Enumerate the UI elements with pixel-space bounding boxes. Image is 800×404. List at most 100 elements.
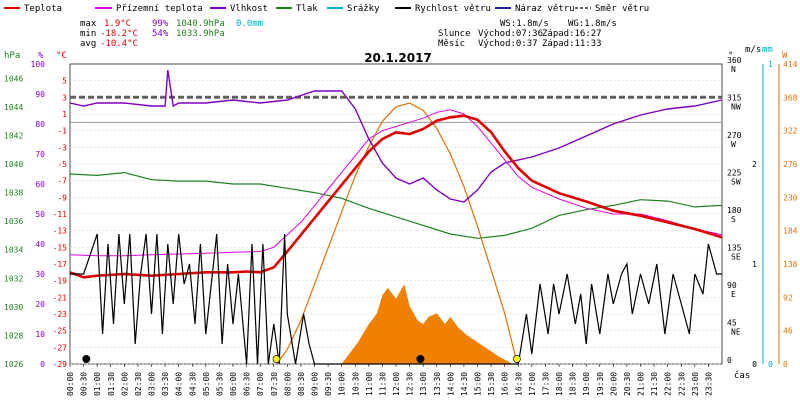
stat-max-label: max [80, 19, 97, 29]
series-pressure [69, 171, 723, 239]
tick-dir-6: E [731, 290, 736, 299]
legend-wind-dir: Směr větru [595, 4, 649, 14]
x-tick-42: 21:00 [637, 372, 646, 396]
unit-pct: % [38, 51, 44, 61]
x-tick-46: 23:00 [691, 372, 700, 396]
tick-degc-4: -3 [57, 143, 67, 152]
tick-w-6: 138 [783, 260, 798, 269]
x-tick-14: 07:00 [256, 372, 265, 396]
x-tick-36: 18:00 [555, 372, 564, 396]
tick-dir-1: NW [731, 103, 741, 112]
axes-layer: 1046104410421040103810361034103210301028… [4, 56, 798, 369]
x-tick-45: 22:30 [677, 372, 686, 396]
stat-min-press: 1033.9hPa [176, 29, 225, 39]
series-solar-radiation [276, 102, 519, 365]
tick-pct-9: 10 [35, 330, 45, 339]
x-axis-label: čas [734, 370, 750, 381]
stat-max-hum: 99% [152, 19, 169, 29]
series-temperature [69, 114, 723, 279]
tick-hpa-0: 1046 [4, 74, 23, 83]
tick-degc-10: -15 [53, 243, 68, 252]
x-tick-34: 17:00 [528, 372, 537, 396]
tick-degc-6: -7 [57, 177, 67, 186]
x-tick-27: 13:30 [433, 372, 442, 396]
moonset-marker [416, 355, 425, 363]
tick-w-8: 46 [783, 327, 793, 336]
tick-hpa-9: 1028 [4, 331, 23, 340]
tick-hpa-7: 1032 [4, 274, 23, 283]
stat-min-temp: -18.2°C [100, 29, 138, 39]
stat-min-label: min [80, 29, 96, 39]
tick-hpa-4: 1038 [4, 189, 23, 198]
tick-ms-0: 2 [752, 160, 757, 169]
moon-label: Měsíc [438, 39, 465, 49]
x-tick-16: 08:00 [283, 372, 292, 396]
tick-degc-2: 1 [62, 110, 67, 119]
tick-hpa-1: 1044 [4, 103, 23, 112]
series-wind-speed [70, 233, 722, 365]
x-tick-20: 10:00 [338, 372, 347, 396]
tick-hpa-3: 1040 [4, 160, 23, 169]
unit-mm: mm [762, 45, 773, 55]
unit-hpa: hPa [4, 51, 20, 61]
tick-pct-1: 90 [35, 90, 45, 99]
x-tick-26: 13:00 [419, 372, 428, 396]
tick-deg-2: 270 [727, 131, 742, 140]
wg-value: WG:1.8m/s [568, 19, 617, 29]
tick-hpa-2: 1042 [4, 131, 23, 140]
tick-deg-6: 90 [727, 281, 737, 290]
x-tick-23: 11:30 [378, 372, 387, 396]
x-tick-8: 04:00 [175, 372, 184, 396]
unit-w: W [782, 51, 788, 61]
series-humidity [69, 69, 723, 203]
tick-dir-5: SE [731, 253, 741, 262]
tick-w-3: 276 [783, 160, 798, 169]
x-tick-28: 14:00 [446, 372, 455, 396]
series-ground-temperature [69, 109, 723, 257]
tick-degc-16: -27 [53, 343, 68, 352]
x-tick-9: 04:30 [188, 372, 197, 396]
legend-gust: Náraz větru [515, 4, 575, 14]
stat-avg-label: avg [80, 39, 96, 49]
x-tick-18: 09:00 [311, 372, 320, 396]
x-tick-22: 11:00 [365, 372, 374, 396]
x-tick-32: 16:00 [501, 372, 510, 396]
tick-pct-10: 0 [40, 360, 45, 369]
tick-pct-0: 100 [31, 60, 46, 69]
legend-precip: Srážky [347, 4, 380, 14]
series-solar-measured [341, 284, 513, 364]
tick-pct-6: 40 [35, 240, 45, 249]
x-tick-41: 20:30 [623, 372, 632, 396]
series-layer [69, 69, 723, 365]
unit-deg: ° [728, 51, 733, 61]
x-tick-6: 03:00 [148, 372, 157, 396]
tick-hpa-6: 1034 [4, 246, 23, 255]
stat-min-hum: 54% [152, 29, 169, 39]
x-tick-43: 21:30 [650, 372, 659, 396]
x-tick-44: 22:00 [664, 372, 673, 396]
tick-pct-5: 50 [35, 210, 45, 219]
tick-mm-0: 1 [768, 60, 773, 69]
x-tick-39: 19:30 [596, 372, 605, 396]
legend-temperature: Teplota [24, 4, 62, 14]
legend: Teplota Přízemní teplota Vlhkost Tlak Sr… [4, 4, 649, 14]
tick-hpa-5: 1036 [4, 217, 23, 226]
tick-degc-7: -9 [57, 193, 67, 202]
tick-deg-1: 315 [727, 94, 742, 103]
x-tick-25: 12:30 [406, 372, 415, 396]
tick-dir-4: S [731, 215, 736, 224]
tick-deg-5: 135 [727, 244, 742, 253]
x-tick-0: 00:00 [66, 372, 75, 396]
x-tick-5: 02:30 [134, 372, 143, 396]
x-tick-11: 05:30 [215, 372, 224, 396]
x-tick-47: 23:30 [704, 372, 713, 396]
sunrise: Východ:07:36 [478, 29, 543, 39]
tick-ms-2: 0 [752, 360, 757, 369]
tick-w-0: 414 [783, 60, 798, 69]
x-tick-1: 00:30 [80, 372, 89, 396]
x-tick-29: 14:30 [460, 372, 469, 396]
tick-hpa-8: 1030 [4, 303, 23, 312]
sunset-marker [513, 355, 521, 363]
x-tick-40: 20:00 [609, 372, 618, 396]
